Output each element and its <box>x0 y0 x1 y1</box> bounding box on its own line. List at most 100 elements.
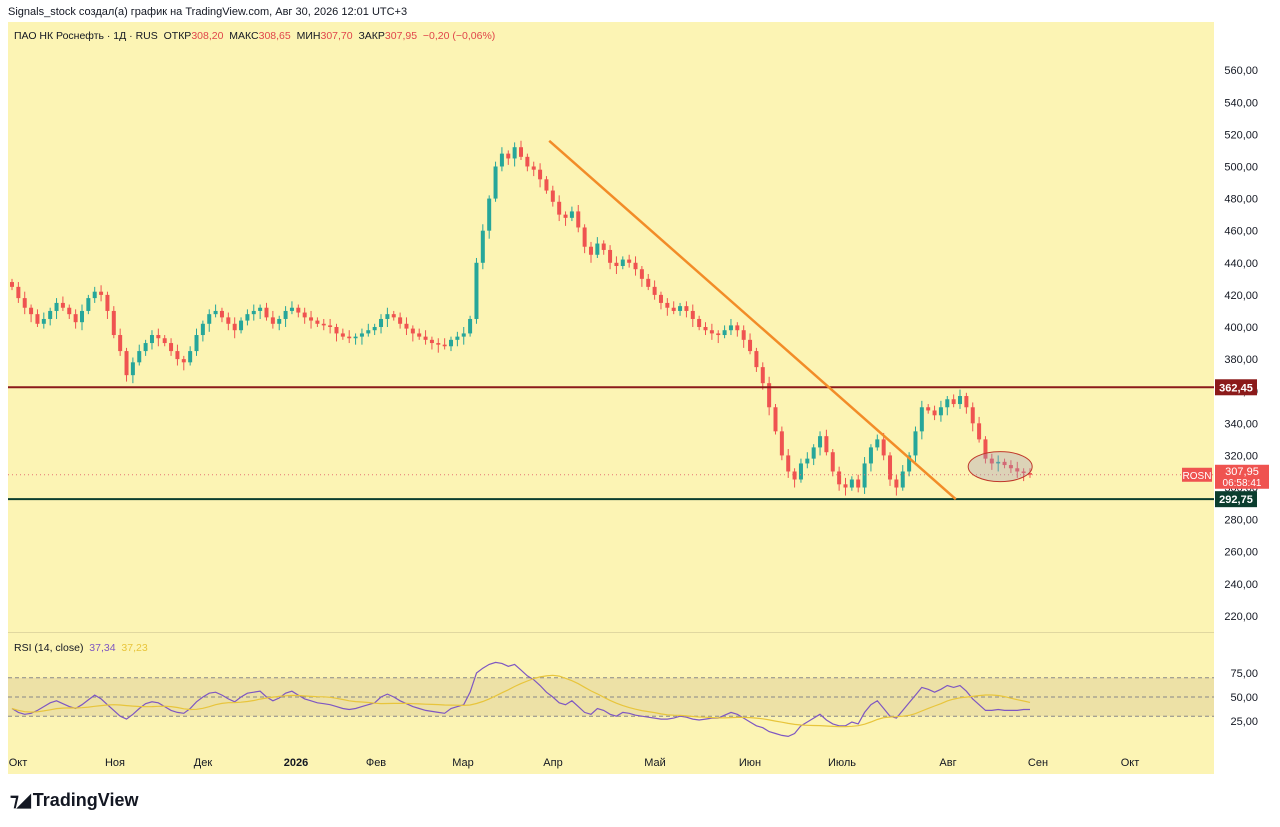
candle <box>79 304 84 331</box>
candle-body <box>283 310 288 319</box>
candle-body <box>633 262 638 270</box>
candle <box>1021 468 1026 482</box>
candle <box>989 453 994 470</box>
candle <box>563 211 568 226</box>
candle <box>595 237 600 258</box>
candle <box>10 278 14 291</box>
rsi-legend: RSI (14, close) 37,34 37,23 <box>14 642 148 654</box>
brand-name: TradingView <box>32 790 139 810</box>
candle-body <box>977 423 982 440</box>
candle-body <box>232 323 237 331</box>
candle-body <box>907 455 912 472</box>
candle-body <box>913 431 918 456</box>
candle-body <box>130 362 135 376</box>
candle <box>576 205 581 233</box>
high-value: 308,65 <box>258 30 291 42</box>
candle <box>958 389 963 409</box>
candle <box>652 280 657 300</box>
candle-body <box>1015 468 1020 472</box>
candle-body <box>207 314 212 324</box>
candle <box>519 140 523 161</box>
time-tick-label: 2026 <box>284 757 308 769</box>
rsi-band: 75,00 50,00 25,00 <box>8 668 1258 728</box>
candle <box>926 404 931 414</box>
candle-body <box>455 336 460 340</box>
candle <box>557 195 562 222</box>
candle <box>372 323 377 336</box>
candle-body <box>614 262 619 266</box>
price-tick-label: 320,00 <box>1224 450 1258 462</box>
candle <box>391 310 396 321</box>
close-value: 307,95 <box>384 30 418 42</box>
candle-body <box>748 339 753 352</box>
candle-body <box>945 399 950 408</box>
candle <box>493 161 498 202</box>
candle <box>970 402 975 432</box>
candle-body <box>188 351 193 363</box>
candle-body <box>951 399 956 405</box>
candle <box>964 392 969 414</box>
candle <box>818 431 823 456</box>
candle <box>900 465 905 491</box>
candle-body <box>105 294 110 311</box>
candle-body <box>970 407 975 424</box>
candle-body <box>436 343 441 345</box>
tradingview-logo-icon: ⁊◢ <box>10 790 31 810</box>
candle-body <box>99 291 104 295</box>
rsi-ma-value: 37,23 <box>121 642 148 654</box>
candle-body <box>684 306 689 311</box>
time-tick-label: Ноя <box>105 757 125 769</box>
candle-body <box>512 147 517 159</box>
candle <box>919 400 924 440</box>
candle-body <box>900 471 905 488</box>
ohlc-legend: ПАО НК Роснефть · 1Д · RUS ОТКР308,20 МА… <box>14 30 495 42</box>
candle <box>130 357 135 384</box>
candle <box>665 298 670 316</box>
candle <box>175 344 180 366</box>
resistance-badge: 362,45 <box>1219 382 1253 394</box>
candle <box>60 296 65 311</box>
candle-body <box>372 327 377 331</box>
rsi-tick-label: 50,00 <box>1230 692 1258 704</box>
low-value: 307,70 <box>320 30 353 42</box>
candle-body <box>754 351 759 368</box>
candle-body <box>417 333 422 337</box>
candle <box>41 312 46 329</box>
chart-attribution: Signals_stock создал(а) график на Tradin… <box>8 6 408 18</box>
candle <box>404 317 409 336</box>
candle <box>35 309 40 327</box>
candle <box>951 394 956 408</box>
price-tick-label: 280,00 <box>1224 515 1258 527</box>
candle-body <box>461 333 466 337</box>
candle <box>856 474 861 493</box>
candle-body <box>35 314 40 324</box>
candle-body <box>398 317 403 324</box>
candle <box>302 307 307 324</box>
rsi-value: 37,34 <box>89 642 116 654</box>
candle <box>449 336 454 352</box>
candle-body <box>270 317 275 324</box>
candle <box>264 302 269 321</box>
candle-body <box>983 439 988 459</box>
candle <box>1002 458 1007 469</box>
last-price-badge: 307,95 <box>1225 466 1259 478</box>
candle-body <box>964 396 969 408</box>
time-tick-label: Дек <box>194 757 213 769</box>
candle-body <box>862 463 867 488</box>
candle <box>118 328 123 356</box>
support-badge-bg <box>1215 491 1257 508</box>
candle <box>328 318 333 334</box>
candle <box>92 286 97 303</box>
price-tick-label: 380,00 <box>1224 354 1258 366</box>
candle <box>690 304 695 327</box>
tradingview-brand[interactable]: ⁊◢ TradingView <box>10 790 139 811</box>
rsi-series <box>11 661 1031 738</box>
time-tick-label: Июль <box>828 757 856 769</box>
candle-body <box>868 447 873 464</box>
candle-body <box>773 407 778 432</box>
change-value: −0,20 (−0,06%) <box>422 30 496 42</box>
candle-body <box>29 307 34 315</box>
candle <box>728 318 733 336</box>
candle <box>767 376 772 416</box>
